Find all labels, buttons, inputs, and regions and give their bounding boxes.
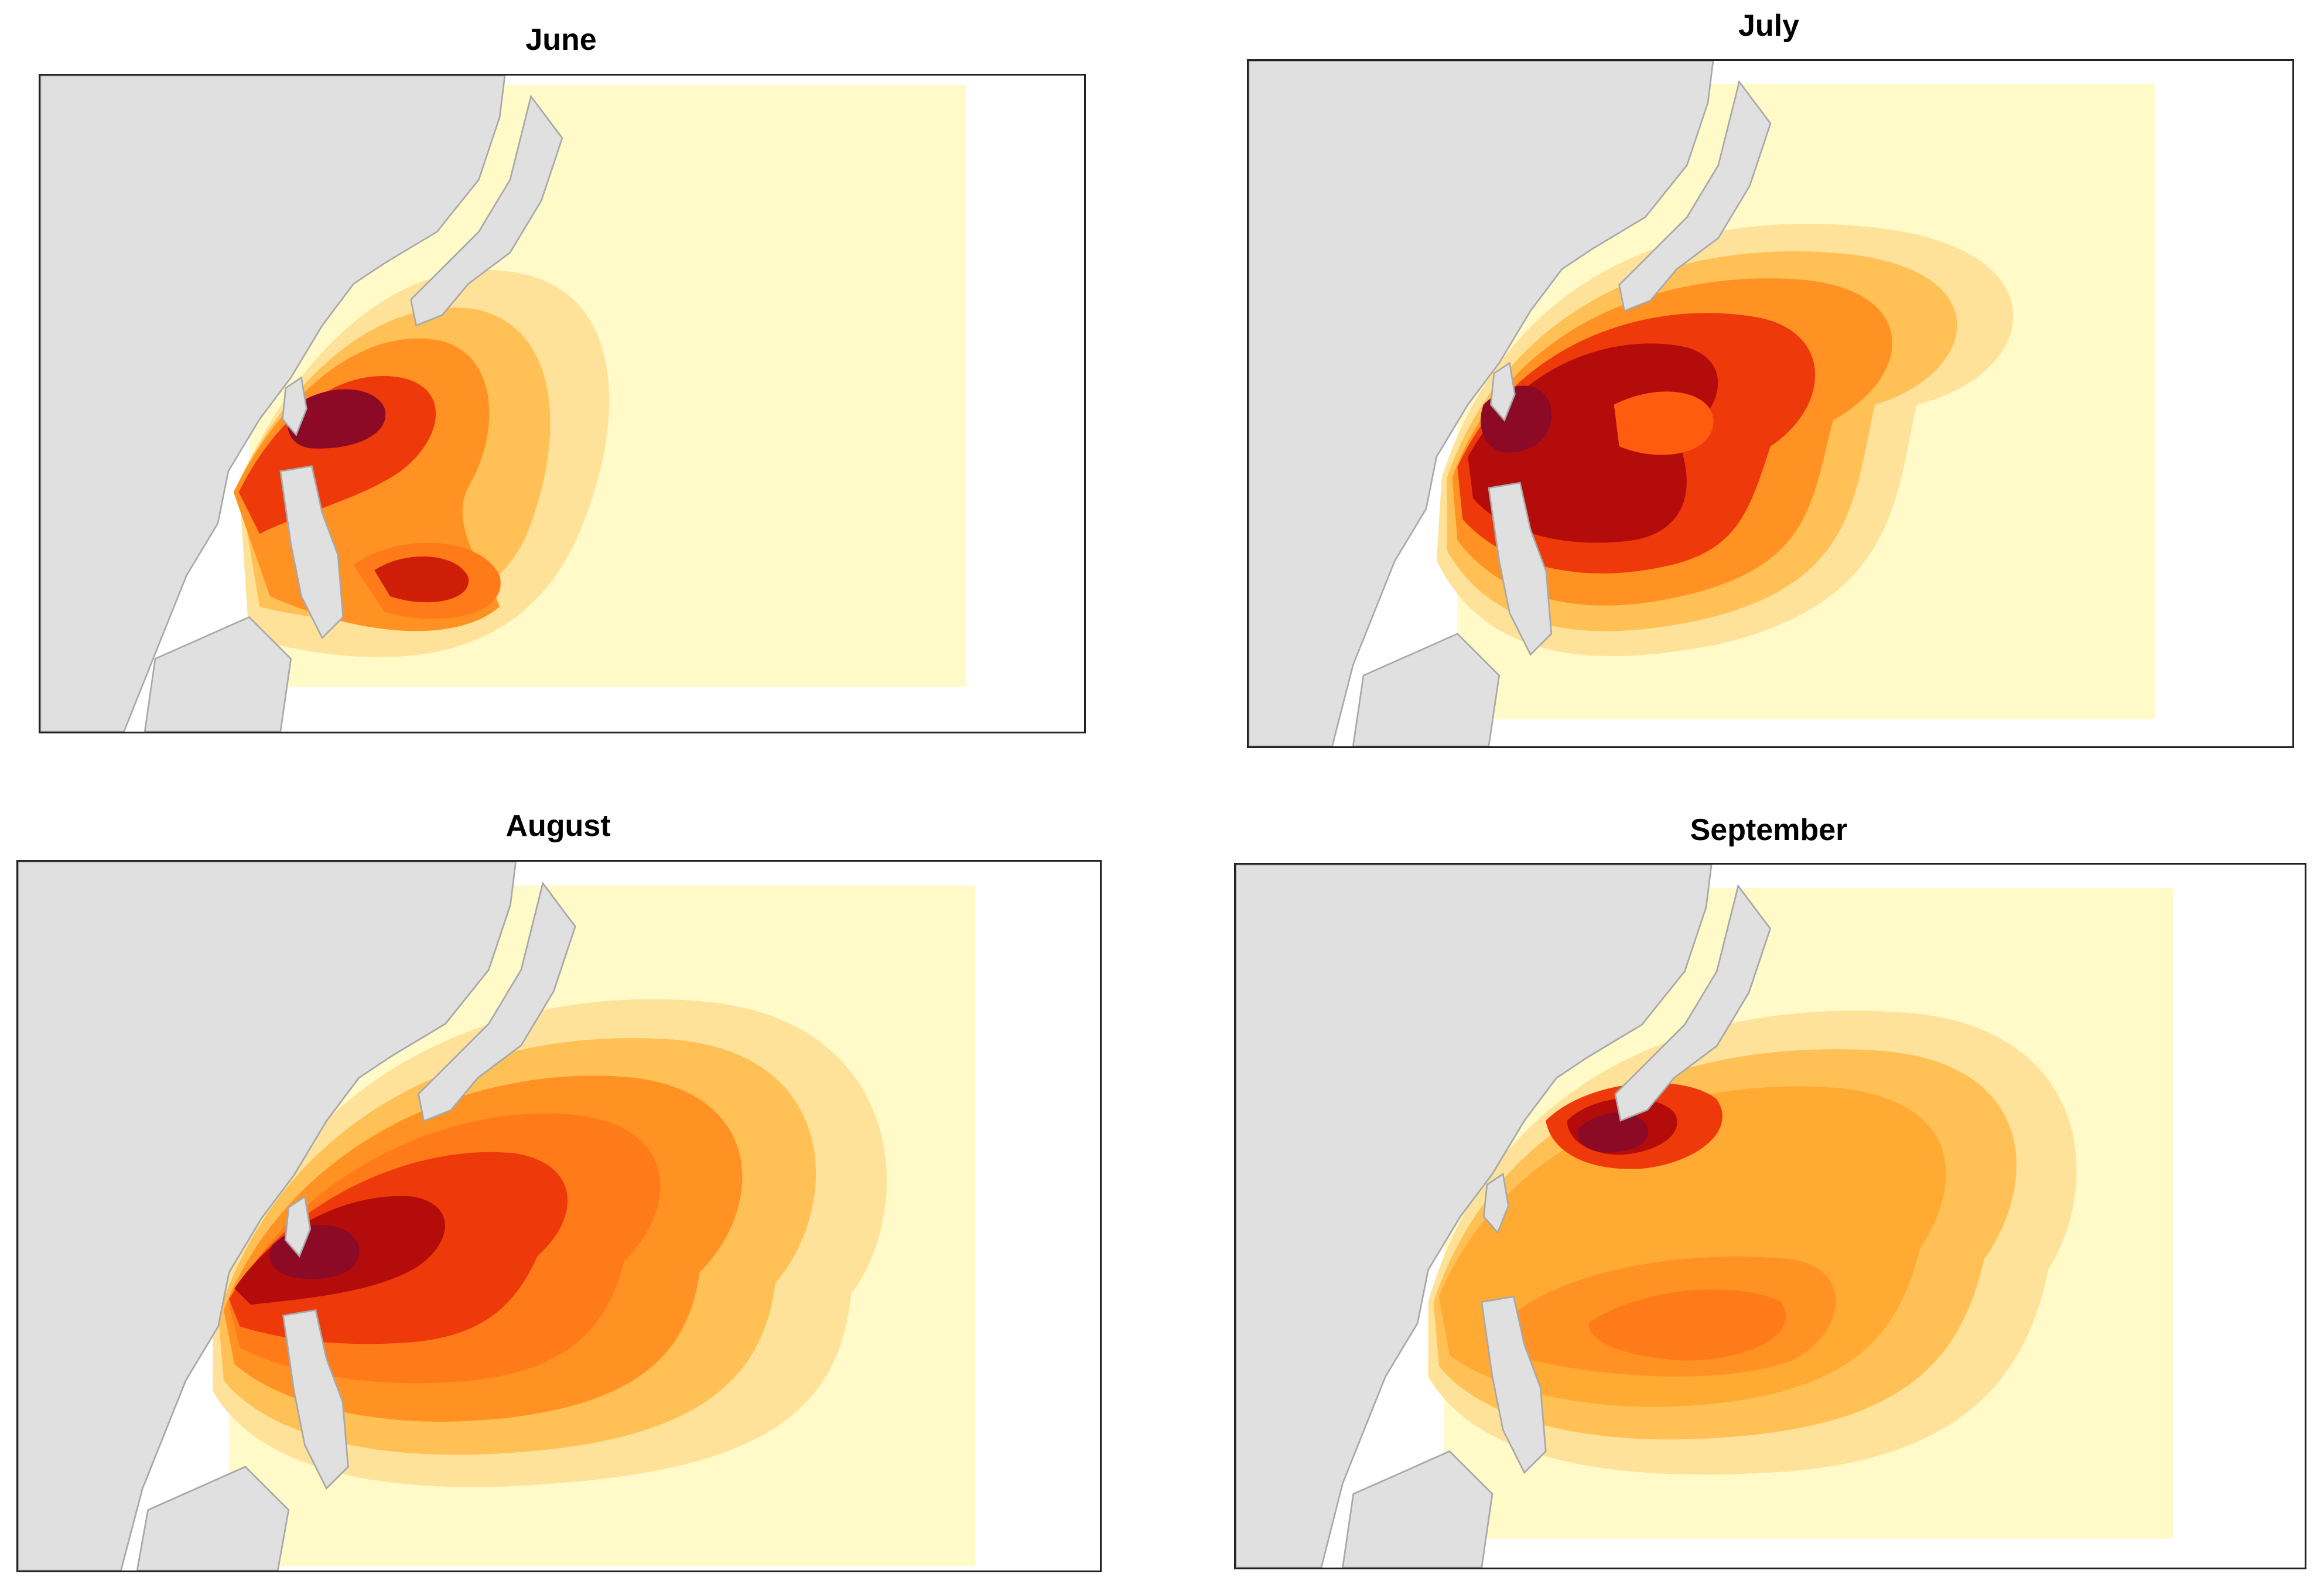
japan-islands bbox=[1614, 884, 1772, 1122]
density-contour bbox=[1614, 391, 1714, 455]
borneo-island bbox=[1352, 633, 1501, 746]
density-contour bbox=[1577, 1112, 1649, 1153]
japan-islands bbox=[1618, 80, 1772, 312]
philippine-islands bbox=[279, 465, 344, 640]
map-panel-june bbox=[39, 74, 1086, 733]
panel-title-june: June bbox=[525, 23, 597, 57]
borneo-island bbox=[1342, 1450, 1493, 1568]
map-panel-july bbox=[1247, 59, 2294, 748]
asian-mainland bbox=[1249, 61, 1714, 746]
density-field bbox=[213, 885, 976, 1566]
panel-title-august: August bbox=[505, 809, 611, 843]
land-mass bbox=[40, 76, 563, 732]
taiwan-island bbox=[282, 376, 307, 436]
density-map-june bbox=[40, 76, 966, 732]
density-map-july bbox=[1249, 61, 2155, 746]
panel-title-july: July bbox=[1738, 9, 1800, 43]
taiwan-island bbox=[1490, 361, 1516, 422]
density-map-september bbox=[1236, 865, 2173, 1568]
density-contour bbox=[288, 389, 386, 449]
map-panel-september bbox=[1234, 863, 2306, 1569]
land-mass bbox=[1236, 865, 1772, 1568]
philippine-islands bbox=[282, 1309, 349, 1490]
asian-mainland bbox=[18, 862, 517, 1570]
borneo-island bbox=[136, 1466, 290, 1570]
philippine-islands bbox=[1481, 1295, 1547, 1474]
philippine-islands bbox=[1488, 482, 1553, 656]
japan-islands bbox=[417, 881, 576, 1122]
density-field bbox=[233, 85, 966, 687]
density-contour bbox=[1588, 1289, 1786, 1361]
density-map-august bbox=[18, 862, 976, 1570]
panel-title-september: September bbox=[1690, 813, 1848, 847]
taiwan-island bbox=[284, 1195, 312, 1258]
density-contour bbox=[374, 556, 469, 603]
taiwan-island bbox=[1482, 1172, 1509, 1234]
map-panel-august bbox=[16, 860, 1102, 1572]
land-mass bbox=[1249, 61, 1772, 746]
asian-mainland bbox=[40, 76, 506, 732]
borneo-island bbox=[143, 616, 292, 732]
asian-mainland bbox=[1236, 865, 1713, 1568]
land-mass bbox=[18, 862, 576, 1570]
japan-islands bbox=[410, 94, 563, 327]
